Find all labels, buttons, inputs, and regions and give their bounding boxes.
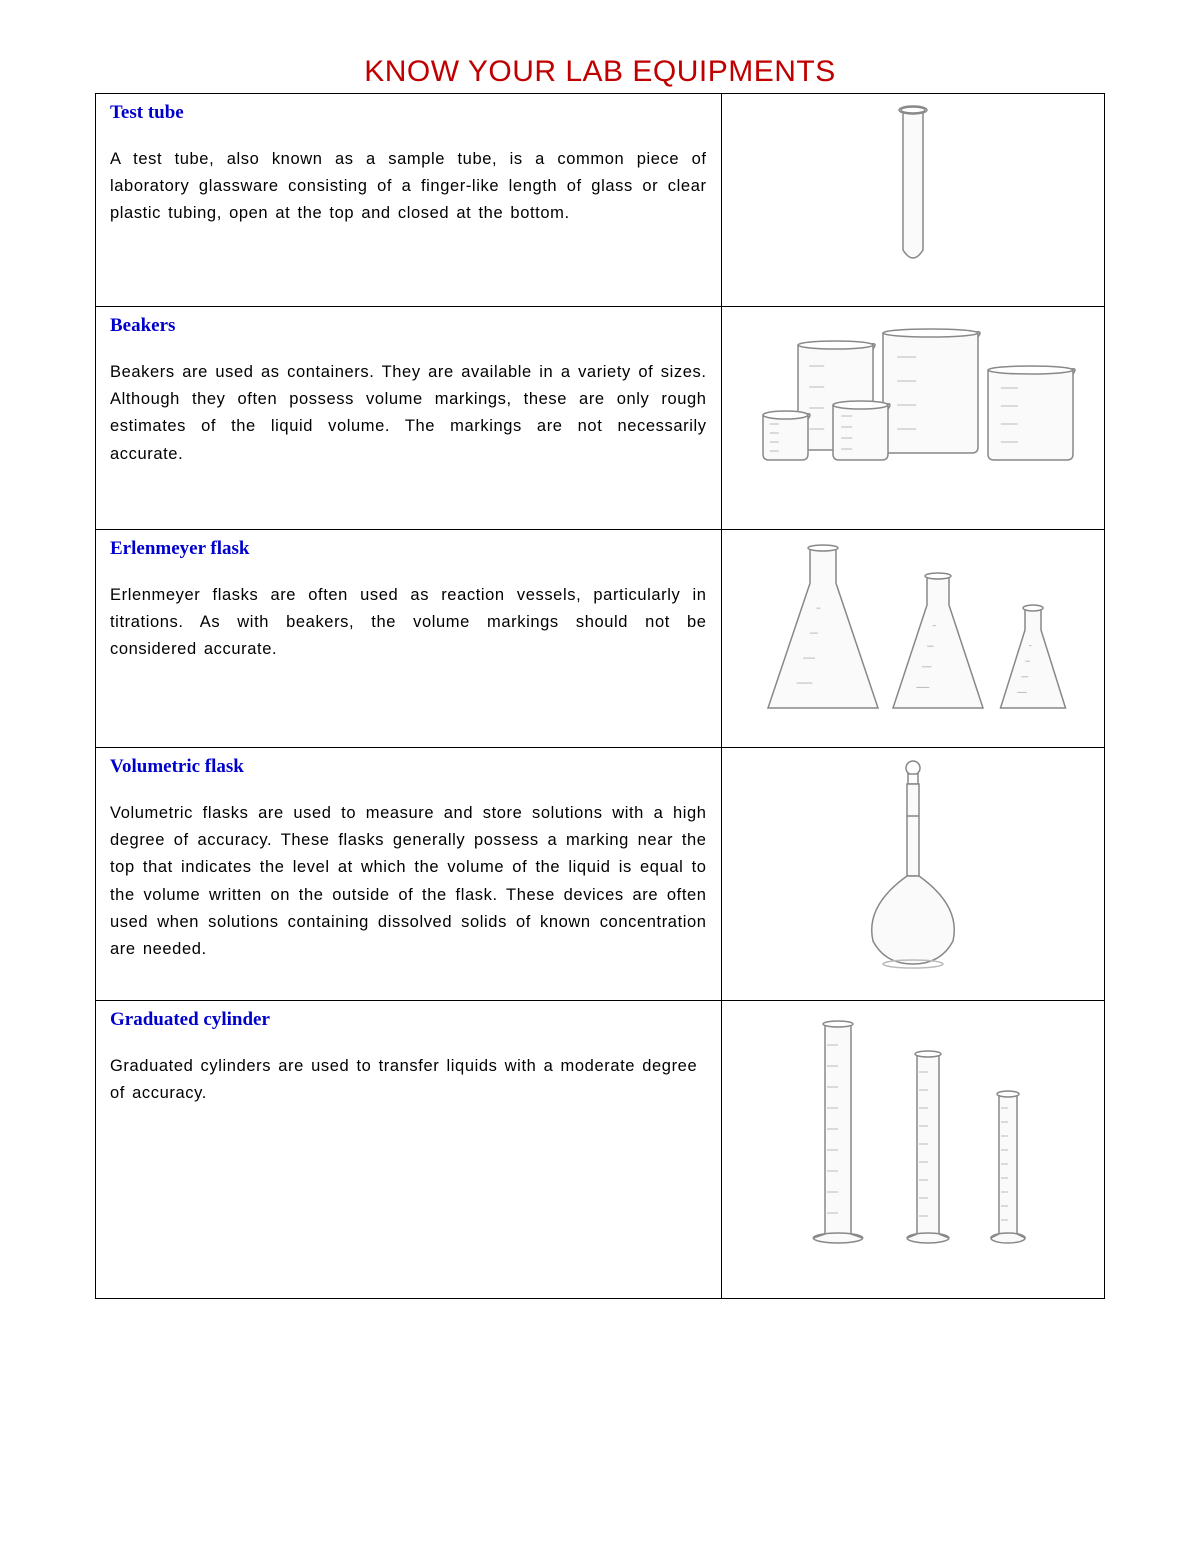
equipment-image-cell xyxy=(721,307,1104,530)
equipment-title: Erlenmeyer flask xyxy=(110,538,707,560)
table-row: Erlenmeyer flask Erlenmeyer flasks are of… xyxy=(96,530,1105,748)
equipment-title: Graduated cylinder xyxy=(110,1009,707,1031)
volumetric-icon xyxy=(813,756,1013,971)
equipment-description: Volumetric flasks are used to measure an… xyxy=(110,800,707,963)
document-page: KNOW YOUR LAB EQUIPMENTS Test tube A test… xyxy=(0,0,1200,1399)
table-row: Test tube A test tube, also known as a sa… xyxy=(96,94,1105,307)
equipment-image-cell xyxy=(721,94,1104,307)
equipment-title: Beakers xyxy=(110,315,707,337)
equipment-text-cell: Test tube A test tube, also known as a sa… xyxy=(96,94,722,307)
test-tube-icon xyxy=(853,102,973,272)
equipment-title: Test tube xyxy=(110,102,707,124)
equipment-table: Test tube A test tube, also known as a sa… xyxy=(95,93,1105,1299)
page-title: KNOW YOUR LAB EQUIPMENTS xyxy=(95,55,1105,89)
graduated-icon xyxy=(748,1009,1078,1249)
equipment-text-cell: Graduated cylinder Graduated cylinders ar… xyxy=(96,1001,722,1299)
equipment-image-cell xyxy=(721,1001,1104,1299)
beakers-icon xyxy=(738,315,1088,475)
equipment-title: Volumetric flask xyxy=(110,756,707,778)
erlenmeyer-icon xyxy=(743,538,1083,718)
equipment-text-cell: Erlenmeyer flask Erlenmeyer flasks are of… xyxy=(96,530,722,748)
equipment-text-cell: Beakers Beakers are used as containers. T… xyxy=(96,307,722,530)
equipment-image-cell xyxy=(721,748,1104,1001)
equipment-description: Beakers are used as containers. They are… xyxy=(110,359,707,468)
equipment-image-cell xyxy=(721,530,1104,748)
equipment-description: Graduated cylinders are used to transfer… xyxy=(110,1053,707,1107)
table-row: Graduated cylinder Graduated cylinders ar… xyxy=(96,1001,1105,1299)
table-row: Beakers Beakers are used as containers. T… xyxy=(96,307,1105,530)
equipment-description: A test tube, also known as a sample tube… xyxy=(110,146,707,228)
equipment-text-cell: Volumetric flask Volumetric flasks are us… xyxy=(96,748,722,1001)
table-row: Volumetric flask Volumetric flasks are us… xyxy=(96,748,1105,1001)
equipment-description: Erlenmeyer flasks are often used as reac… xyxy=(110,582,707,664)
